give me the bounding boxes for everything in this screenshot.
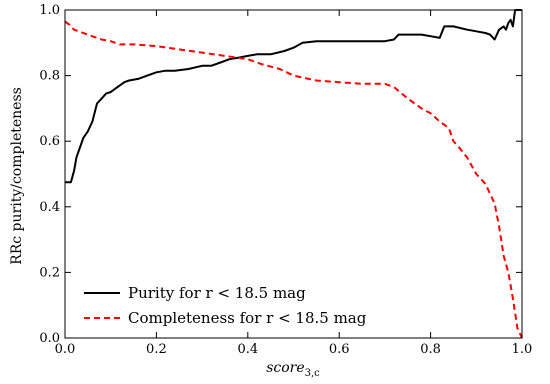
y-tick-label: 0.0 [39,331,60,346]
x-tick-label: 0.8 [420,342,441,357]
y-tick-label: 0.8 [39,69,60,84]
x-tick-label: 1.0 [512,342,533,357]
y-axis-label: RRc purity/completeness [9,87,25,265]
y-tick-label: 0.2 [39,265,60,280]
x-axis-label: score3,c [266,360,320,379]
y-tick-label: 1.0 [39,3,60,18]
legend: Purity for r < 18.5 mag Completeness for… [84,284,367,327]
legend-label-completeness: Completeness for r < 18.5 mag [128,309,367,327]
y-tick-label: 0.6 [39,134,60,149]
legend-label-purity: Purity for r < 18.5 mag [128,284,306,302]
series-line-1 [64,20,523,339]
plot-frame [64,9,523,339]
x-tick-label: 0.0 [55,342,76,357]
plot-area: 0.0 0.2 0.4 0.6 0.8 1.0 0.0 0.2 0.4 0.6 0.8 1.0 [39,3,532,357]
x-axis-label-subscript: 3,c [305,368,321,379]
x-tick-label: 0.6 [329,342,350,357]
x-tick-label: 0.4 [237,342,258,357]
x-tick-label: 0.2 [146,342,167,357]
x-axis-label-main: score [266,360,304,376]
y-tick-label: 0.4 [39,200,60,215]
series-line-0 [65,9,522,184]
